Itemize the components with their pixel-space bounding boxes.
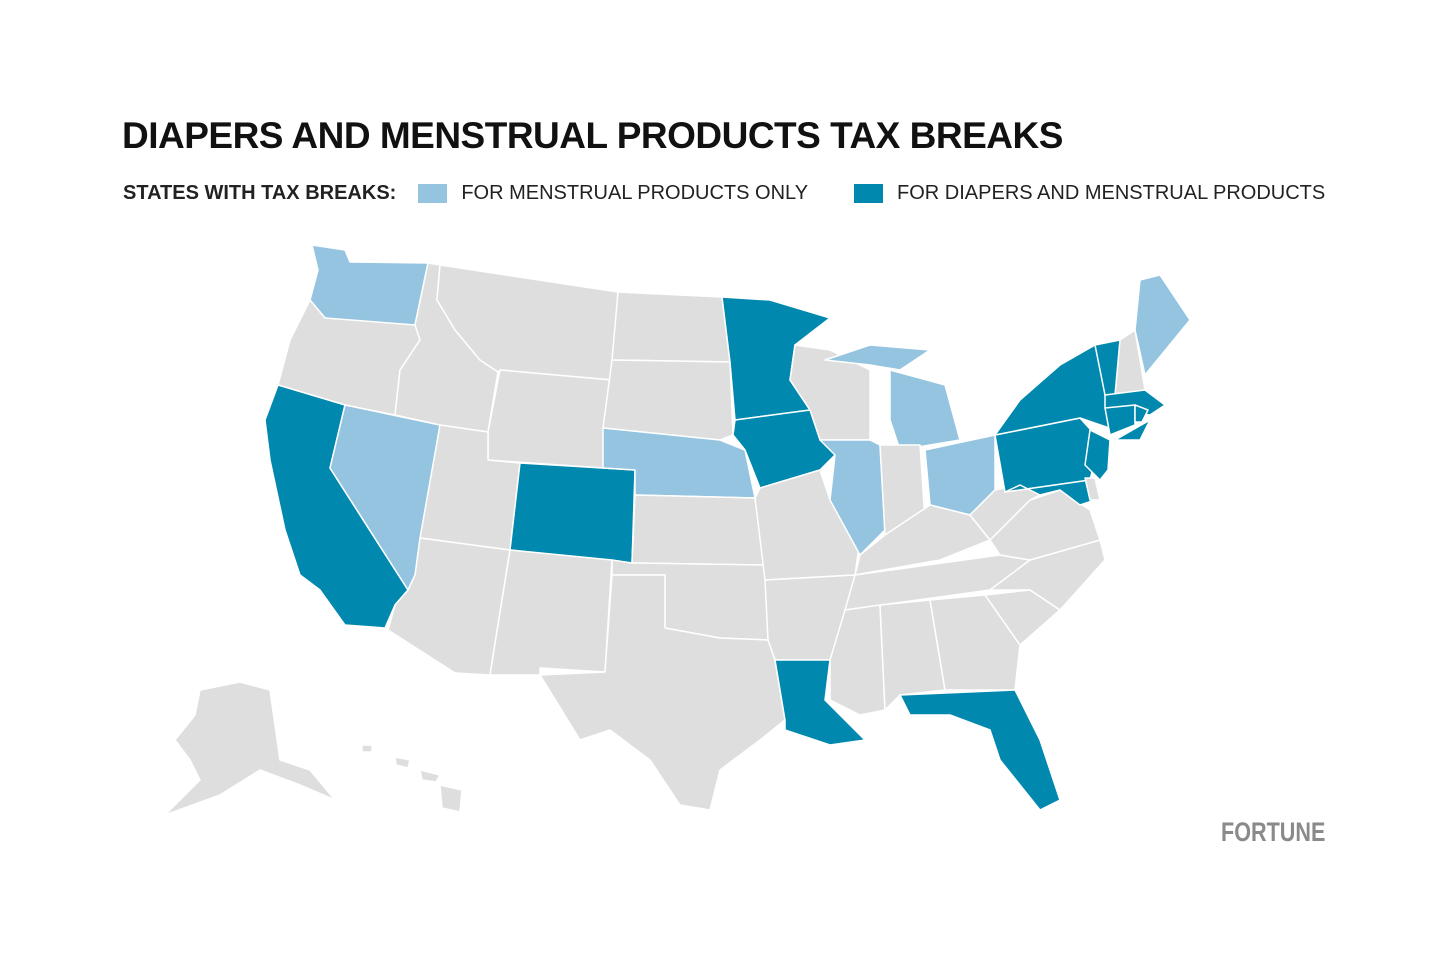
state-nm — [489, 549, 613, 676]
state-co — [509, 462, 636, 564]
legend-label-both: FOR DIAPERS AND MENSTRUAL PRODUCTS — [897, 182, 1326, 204]
state-ks — [631, 494, 766, 566]
state-de — [1084, 477, 1101, 501]
legend-label-menstrual: FOR MENSTRUAL PRODUCTS ONLY — [461, 182, 809, 204]
state-tx — [539, 574, 786, 811]
state-hi — [394, 756, 411, 769]
state-nj — [1084, 429, 1111, 481]
state-wy — [487, 369, 613, 469]
state-me — [1134, 274, 1191, 376]
legend-lead: STATES WITH TAX BREAKS: — [123, 182, 397, 204]
state-il — [819, 439, 886, 556]
state-ak — [164, 681, 336, 816]
fortune-logo: FORTUNE — [1221, 817, 1326, 847]
legend-swatch-menstrual — [418, 184, 448, 203]
state-mi — [889, 369, 961, 451]
state-al — [879, 599, 946, 711]
state-mo — [754, 469, 861, 581]
legend-item-menstrual: FOR MENSTRUAL PRODUCTS ONLY — [418, 182, 808, 205]
legend: STATES WITH TAX BREAKS: FOR MENSTRUAL PR… — [123, 182, 1371, 205]
state-wa — [309, 244, 429, 326]
page-title: DIAPERS AND MENSTRUAL PRODUCTS TAX BREAK… — [122, 115, 1063, 156]
legend-item-both: FOR DIAPERS AND MENSTRUAL PRODUCTS — [854, 182, 1325, 205]
state-fl — [899, 689, 1061, 811]
state-ri — [1134, 404, 1149, 423]
legend-swatch-both — [854, 184, 884, 203]
state-ct — [1104, 404, 1136, 436]
state-nd — [611, 291, 731, 363]
state-ny — [1114, 419, 1151, 441]
state-hi — [419, 769, 441, 783]
state-hi — [361, 744, 373, 753]
state-hi — [439, 784, 463, 813]
state-ga — [929, 594, 1021, 691]
state-mi — [824, 344, 931, 371]
state-sd — [602, 359, 734, 441]
state-la — [774, 659, 866, 746]
